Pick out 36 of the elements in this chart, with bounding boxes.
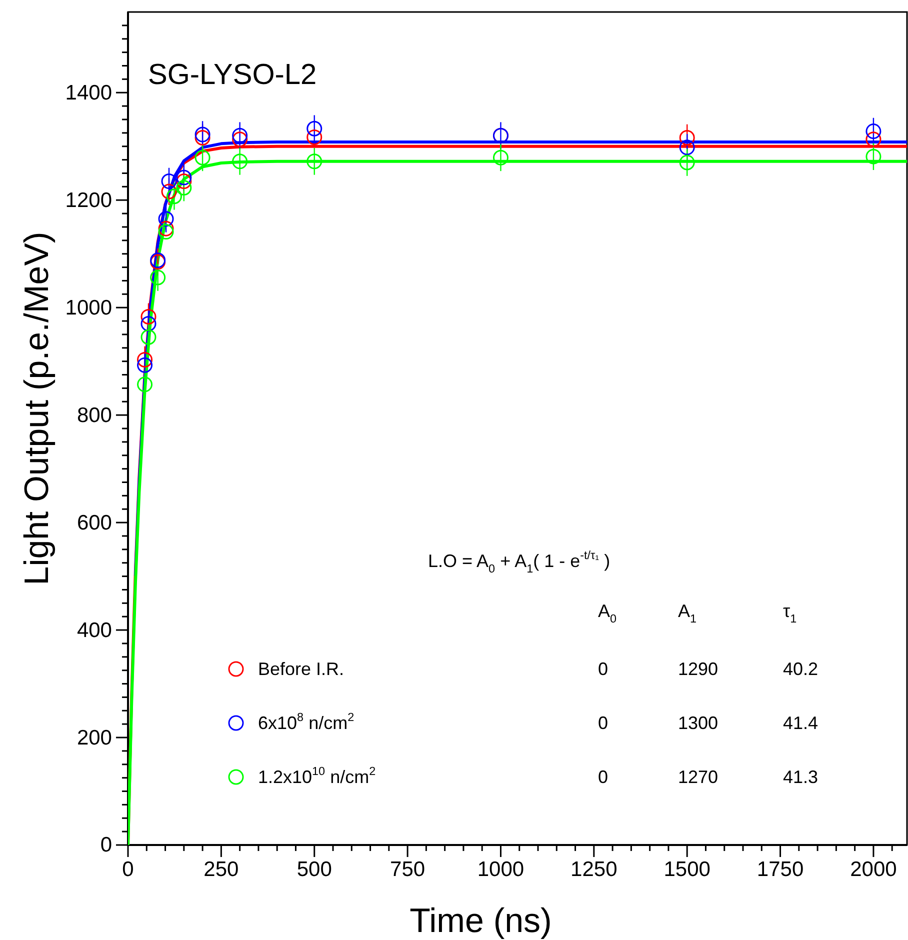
annotation: 41.4: [783, 713, 818, 733]
x-tick-label: 0: [122, 858, 134, 881]
legend-label: Before I.R.: [258, 659, 344, 679]
annotation: 0: [598, 659, 608, 679]
annotation: τ$_{1}$: [783, 601, 797, 626]
y-tick-label: 1400: [65, 81, 112, 104]
y-tick-label: 800: [76, 404, 112, 427]
annotation: 0: [598, 713, 608, 733]
y-tick-label: 600: [76, 511, 112, 534]
y-tick-label: 1200: [65, 188, 112, 212]
y-tick-label: 400: [76, 618, 112, 642]
x-tick-label: 1250: [570, 858, 618, 881]
x-tick-label: 2000: [850, 858, 897, 881]
y-tick-label: 200: [76, 726, 112, 750]
legend-label: 6x10$^{8}$ n/cm$^{2}$: [258, 710, 354, 733]
x-tick-label: 500: [296, 858, 332, 881]
y-tick-label: 0: [100, 834, 112, 857]
y-axis-title: Light Output (p.e./MeV): [18, 232, 56, 586]
x-tick-label: 1750: [756, 858, 804, 881]
y-tick-label: 1000: [65, 296, 112, 320]
annotation: A$_{0}$: [598, 601, 618, 626]
annotation: 1290: [678, 659, 718, 679]
annotation: 1270: [678, 767, 718, 787]
annotation: A$_{1}$: [678, 601, 697, 626]
annotation: 41.3: [783, 767, 818, 787]
annotation: 40.2: [783, 659, 818, 679]
x-tick-label: 1500: [664, 858, 710, 881]
annotation: 0: [598, 767, 608, 787]
annotation: 1300: [678, 713, 718, 733]
legend-label: 1.2x10$^{10}$ n/cm$^{2}$: [258, 764, 376, 787]
x-axis-title: Time (ns): [410, 902, 552, 940]
x-tick-label: 1000: [477, 858, 524, 881]
text: SG-LYSO-L2: [148, 59, 317, 91]
x-tick-label: 250: [204, 858, 239, 881]
annotation: L.O = A$_{0}$ + A$_{1}$( 1 - e$^{-t/τ₁}$ ): [428, 548, 610, 576]
x-tick-label: 750: [390, 858, 426, 881]
